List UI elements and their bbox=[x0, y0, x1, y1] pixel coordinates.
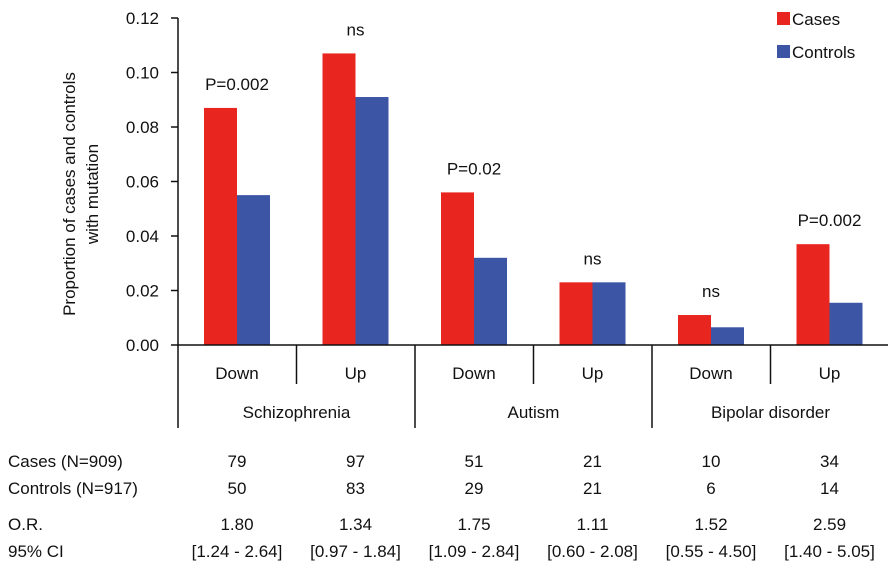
table-cell: 50 bbox=[228, 479, 247, 498]
table-row-label: Cases (N=909) bbox=[8, 452, 123, 471]
group-label: Bipolar disorder bbox=[711, 403, 830, 422]
table-cell: 1.34 bbox=[339, 515, 372, 534]
bar-cases-5 bbox=[678, 315, 711, 345]
y-tick-label: 0.10 bbox=[126, 64, 159, 83]
bar-controls-3 bbox=[474, 257, 507, 345]
bar-cases-4 bbox=[559, 282, 593, 345]
table-cell: 14 bbox=[820, 479, 839, 498]
table-cell: 83 bbox=[346, 479, 365, 498]
bar-controls-6 bbox=[829, 302, 863, 345]
table-cell: 1.11 bbox=[577, 515, 609, 534]
y-tick-label: 0.02 bbox=[126, 282, 159, 301]
table-row-label: 95% CI bbox=[8, 542, 64, 561]
significance-annotation: ns bbox=[347, 20, 365, 39]
category-label: Down bbox=[689, 364, 732, 383]
table-cell: [0.55 - 4.50] bbox=[666, 542, 757, 561]
category-label: Down bbox=[215, 364, 258, 383]
table-cell: 1.80 bbox=[220, 515, 253, 534]
table-cell: 97 bbox=[346, 452, 365, 471]
significance-annotation: P=0.002 bbox=[205, 75, 269, 94]
category-label: Up bbox=[582, 364, 604, 383]
table-cell: 29 bbox=[465, 479, 484, 498]
table-cell: [1.24 - 2.64] bbox=[192, 542, 283, 561]
y-tick-label: 0.08 bbox=[126, 118, 159, 137]
bar-cases-2 bbox=[322, 53, 356, 346]
y-axis-label: Proportion of cases and controls bbox=[60, 72, 79, 316]
bar-controls-2 bbox=[355, 97, 389, 346]
bar-controls-5 bbox=[711, 327, 744, 345]
category-label: Up bbox=[819, 364, 841, 383]
legend-swatch-cases bbox=[777, 12, 790, 25]
table-cell: 10 bbox=[702, 452, 721, 471]
table-row-label: Controls (N=917) bbox=[8, 479, 138, 498]
table-cell: 51 bbox=[465, 452, 484, 471]
bar-controls-1 bbox=[237, 195, 270, 345]
table-cell: [0.60 - 2.08] bbox=[547, 542, 638, 561]
category-label: Down bbox=[452, 364, 495, 383]
y-tick-label: 0.04 bbox=[126, 227, 159, 246]
bar-cases-3 bbox=[441, 192, 474, 345]
table-cell: [1.40 - 5.05] bbox=[784, 542, 875, 561]
y-axis-label: with mutation bbox=[83, 144, 102, 245]
table-cell: 1.52 bbox=[694, 515, 727, 534]
table-cell: 21 bbox=[583, 452, 602, 471]
table-cell: 79 bbox=[228, 452, 247, 471]
y-tick-label: 0.00 bbox=[126, 336, 159, 355]
y-tick-label: 0.12 bbox=[126, 9, 159, 28]
significance-annotation: P=0.002 bbox=[798, 211, 862, 230]
category-label: Up bbox=[345, 364, 367, 383]
table-row-label: O.R. bbox=[8, 515, 43, 534]
significance-annotation: ns bbox=[702, 282, 720, 301]
legend-label-cases: Cases bbox=[792, 10, 840, 29]
group-label: Autism bbox=[508, 403, 560, 422]
legend-label-controls: Controls bbox=[792, 43, 855, 62]
significance-annotation: P=0.02 bbox=[447, 159, 501, 178]
legend-swatch-controls bbox=[777, 45, 790, 58]
significance-annotation: ns bbox=[584, 249, 602, 268]
group-label: Schizophrenia bbox=[243, 403, 351, 422]
y-tick-label: 0.06 bbox=[126, 173, 159, 192]
bar-cases-1 bbox=[204, 107, 237, 345]
table-cell: 34 bbox=[820, 452, 839, 471]
table-cell: 6 bbox=[706, 479, 715, 498]
table-cell: 21 bbox=[583, 479, 602, 498]
table-cell: 1.75 bbox=[457, 515, 490, 534]
table-cell: [1.09 - 2.84] bbox=[429, 542, 520, 561]
bar-controls-4 bbox=[592, 282, 626, 345]
table-cell: [0.97 - 1.84] bbox=[310, 542, 401, 561]
bar-cases-6 bbox=[796, 244, 830, 345]
table-cell: 2.59 bbox=[813, 515, 846, 534]
